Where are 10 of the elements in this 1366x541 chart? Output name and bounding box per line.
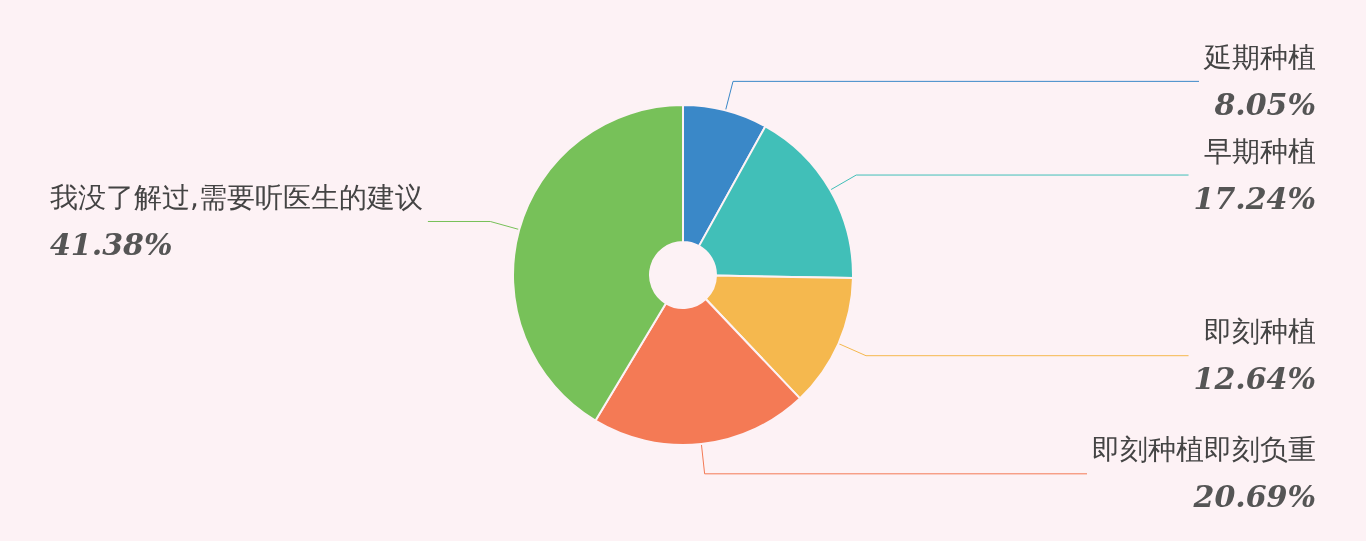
data-label: 41.38% — [50, 227, 173, 262]
data-label: 8.05% — [1213, 86, 1316, 122]
slice-label: 早期种植 — [1204, 134, 1316, 168]
slice-label: 即刻种植 — [1204, 315, 1316, 349]
slice-label: 延期种植 — [1203, 40, 1316, 74]
data-label: 20.69% — [1192, 479, 1316, 515]
slice-label: 即刻种植即刻负重 — [1092, 433, 1316, 467]
slice-label: 我没了解过,需要听医生的建议 — [50, 181, 423, 214]
data-label: 12.64% — [1193, 361, 1316, 397]
data-label: 17.24% — [1193, 180, 1316, 216]
